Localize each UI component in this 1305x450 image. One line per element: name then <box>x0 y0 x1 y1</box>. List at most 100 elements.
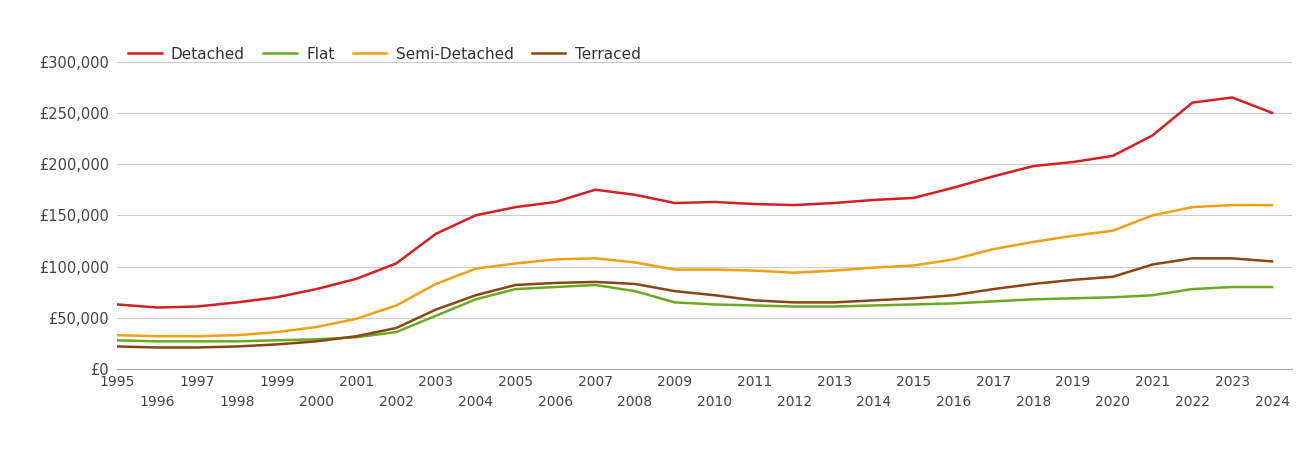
Detached <box>348 276 364 282</box>
Detached <box>787 202 803 208</box>
Semi-Detached <box>348 316 364 321</box>
Detached <box>468 212 484 218</box>
Semi-Detached <box>1185 204 1201 210</box>
Flat <box>587 282 603 288</box>
Flat <box>1065 296 1081 301</box>
Detached <box>946 185 962 190</box>
Semi-Detached <box>906 263 921 268</box>
Semi-Detached <box>428 281 444 287</box>
Terraced <box>348 333 364 339</box>
Flat <box>309 337 325 342</box>
Flat <box>985 299 1001 304</box>
Flat <box>269 338 284 343</box>
Semi-Detached <box>269 329 284 335</box>
Semi-Detached <box>189 333 205 339</box>
Terraced <box>1185 256 1201 261</box>
Terraced <box>906 296 921 301</box>
Flat <box>906 302 921 307</box>
Detached <box>189 304 205 309</box>
Terraced <box>428 307 444 312</box>
Terraced <box>946 292 962 298</box>
Flat <box>1224 284 1240 290</box>
Terraced <box>867 297 882 303</box>
Detached <box>1144 133 1160 138</box>
Terraced <box>1026 281 1041 287</box>
Flat <box>110 338 125 343</box>
Semi-Detached <box>746 268 762 273</box>
Flat <box>389 329 405 335</box>
Flat <box>1265 284 1280 290</box>
Flat <box>468 297 484 302</box>
Detached <box>1105 153 1121 158</box>
Flat <box>150 339 166 344</box>
Flat <box>628 288 643 294</box>
Semi-Detached <box>150 333 166 339</box>
Legend: Detached, Flat, Semi-Detached, Terraced: Detached, Flat, Semi-Detached, Terraced <box>123 40 646 68</box>
Detached <box>826 200 842 206</box>
Detached <box>150 305 166 310</box>
Terraced <box>746 297 762 303</box>
Flat <box>548 284 564 290</box>
Detached <box>1026 163 1041 169</box>
Detached <box>906 195 921 201</box>
Flat <box>1144 292 1160 298</box>
Detached <box>1185 100 1201 105</box>
Detached <box>269 295 284 300</box>
Flat <box>508 286 523 292</box>
Semi-Detached <box>468 266 484 271</box>
Semi-Detached <box>309 324 325 330</box>
Flat <box>787 304 803 309</box>
Detached <box>428 231 444 236</box>
Semi-Detached <box>110 333 125 338</box>
Semi-Detached <box>587 256 603 261</box>
Detached <box>867 197 882 202</box>
Line: Detached: Detached <box>117 98 1272 307</box>
Detached <box>309 286 325 292</box>
Detached <box>707 199 723 205</box>
Detached <box>548 199 564 205</box>
Terraced <box>1105 274 1121 279</box>
Flat <box>946 301 962 306</box>
Flat <box>1185 286 1201 292</box>
Detached <box>508 204 523 210</box>
Terraced <box>309 339 325 344</box>
Terraced <box>1144 262 1160 267</box>
Flat <box>667 300 683 305</box>
Semi-Detached <box>946 256 962 262</box>
Semi-Detached <box>1026 239 1041 245</box>
Semi-Detached <box>1105 228 1121 234</box>
Semi-Detached <box>1065 233 1081 238</box>
Terraced <box>826 300 842 305</box>
Line: Flat: Flat <box>117 285 1272 342</box>
Detached <box>587 187 603 193</box>
Semi-Detached <box>1265 202 1280 208</box>
Detached <box>628 192 643 198</box>
Terraced <box>985 286 1001 292</box>
Flat <box>230 339 245 344</box>
Flat <box>867 303 882 308</box>
Terraced <box>1065 277 1081 283</box>
Terraced <box>1224 256 1240 261</box>
Detached <box>985 174 1001 179</box>
Detached <box>746 201 762 207</box>
Semi-Detached <box>787 270 803 275</box>
Semi-Detached <box>867 265 882 270</box>
Flat <box>1026 297 1041 302</box>
Semi-Detached <box>548 256 564 262</box>
Semi-Detached <box>667 267 683 272</box>
Detached <box>667 200 683 206</box>
Semi-Detached <box>230 333 245 338</box>
Terraced <box>269 342 284 347</box>
Terraced <box>548 280 564 286</box>
Terraced <box>787 300 803 305</box>
Semi-Detached <box>508 261 523 266</box>
Terraced <box>230 344 245 349</box>
Semi-Detached <box>628 260 643 265</box>
Flat <box>348 334 364 340</box>
Terraced <box>667 288 683 294</box>
Semi-Detached <box>1144 212 1160 218</box>
Detached <box>1224 95 1240 100</box>
Flat <box>189 339 205 344</box>
Detached <box>1065 159 1081 165</box>
Terraced <box>110 344 125 349</box>
